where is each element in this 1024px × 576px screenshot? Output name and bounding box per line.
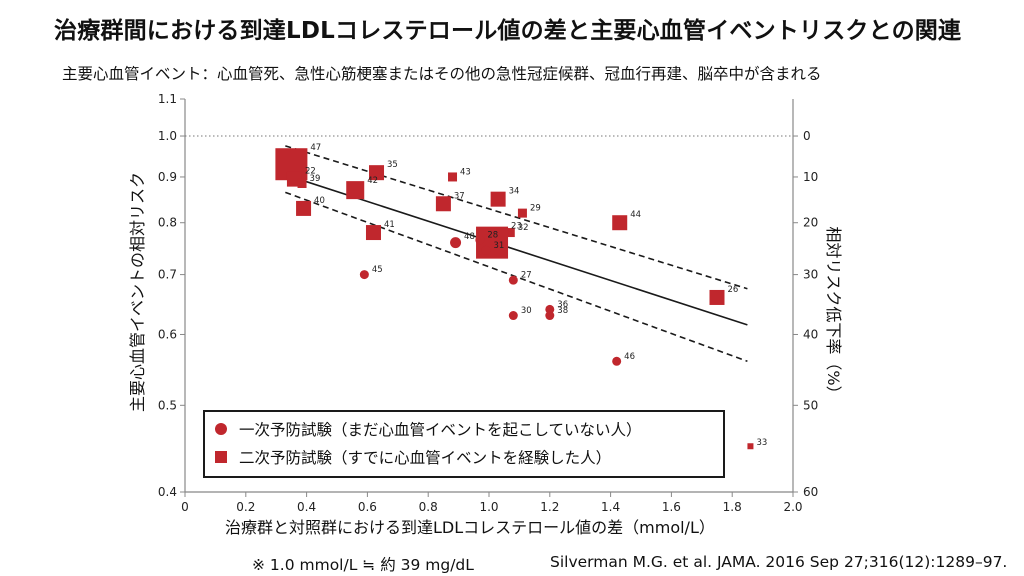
x-tick-label: 1.4 bbox=[601, 500, 620, 514]
point-label-37: 37 bbox=[454, 191, 465, 201]
legend-primary-label: 一次予防試験（まだ心血管イベントを起こしていない人） bbox=[239, 421, 642, 439]
y-right-tick-label: 0 bbox=[803, 129, 811, 143]
regression-line bbox=[285, 174, 748, 326]
data-point-circle-27 bbox=[508, 275, 518, 285]
legend: 一次予防試験（まだ心血管イベントを起こしていない人） 二次予防試験（すでに心血管… bbox=[203, 410, 725, 478]
y-tick-label: 0.5 bbox=[158, 398, 177, 412]
point-label-31: 31 bbox=[493, 241, 504, 251]
ci-lower-line bbox=[285, 191, 748, 363]
chart-title: 治療群間における到達LDLコレステロール値の差と主要心血管イベントリスクとの関連 bbox=[54, 18, 962, 44]
point-label-44: 44 bbox=[630, 210, 641, 220]
point-label-38: 38 bbox=[557, 306, 568, 316]
data-point-square-34 bbox=[490, 191, 506, 207]
point-label-36: 36 bbox=[557, 300, 568, 310]
y-right-tick-label: 10 bbox=[803, 170, 818, 184]
y-right-tick-label: 20 bbox=[803, 216, 818, 230]
data-point-square-39 bbox=[297, 178, 307, 188]
y-axis-right-label: 相対リスク低下率（%） bbox=[824, 226, 843, 401]
data-point-square-26 bbox=[709, 289, 725, 305]
point-label-26: 26 bbox=[728, 285, 739, 295]
x-tick-label: 0.2 bbox=[236, 500, 255, 514]
y-axis-label: 主要心血管イベントの相対リスク bbox=[128, 172, 147, 412]
ci-upper-line bbox=[285, 145, 748, 290]
data-point-square-33 bbox=[747, 443, 754, 450]
axes-group: 0 0.2 0.4 0.6 0.8 1.0 1.2 1.4 1.6 1.8 2.0 0.4 0.5 0.6… bbox=[158, 92, 818, 514]
data-point-square-37 bbox=[435, 196, 451, 212]
data-point-circle-31 bbox=[481, 245, 491, 255]
point-label-47: 47 bbox=[310, 143, 321, 153]
unit-conversion-note: ※ 1.0 mmol/L ≒ 約 39 mg/dL bbox=[252, 556, 474, 574]
point-label-23: 23 bbox=[511, 222, 522, 232]
data-points-group bbox=[275, 148, 754, 450]
x-tick-label: 0 bbox=[181, 500, 189, 514]
y-tick-label: 0.4 bbox=[158, 485, 177, 499]
y-tick-label: 0.7 bbox=[158, 268, 177, 282]
point-label-41: 41 bbox=[384, 220, 395, 230]
point-label-33: 33 bbox=[756, 438, 767, 448]
legend-item-primary: 一次予防試験（まだ心血管イベントを起こしていない人） bbox=[215, 418, 642, 440]
data-point-square-40 bbox=[296, 200, 312, 216]
y-tick-label: 0.9 bbox=[158, 170, 177, 184]
x-tick-label: 0.6 bbox=[358, 500, 377, 514]
point-label-22: 22 bbox=[305, 167, 316, 177]
circle-marker-icon bbox=[215, 423, 227, 435]
x-tick-label: 1.6 bbox=[662, 500, 681, 514]
point-label-29: 29 bbox=[530, 204, 541, 214]
y-tick-label: 0.6 bbox=[158, 327, 177, 341]
point-label-34: 34 bbox=[509, 187, 520, 197]
legend-item-secondary: 二次予防試験（すでに心血管イベントを経験した人） bbox=[215, 446, 611, 468]
data-point-circle-45 bbox=[359, 270, 369, 280]
y-right-tick-label: 30 bbox=[803, 268, 818, 282]
data-point-square-42 bbox=[346, 181, 365, 200]
point-label-42: 42 bbox=[367, 176, 378, 186]
regression-lines-group bbox=[285, 145, 748, 363]
x-tick-label: 1.0 bbox=[479, 500, 498, 514]
x-axis-label: 治療群と対照群における到達LDLコレステロール値の差（mmol/L） bbox=[225, 518, 715, 537]
data-point-circle-30 bbox=[508, 311, 518, 321]
y-right-tick-label: 50 bbox=[803, 398, 818, 412]
data-point-square-29 bbox=[517, 208, 527, 218]
point-label-27: 27 bbox=[521, 271, 532, 281]
chart-subtitle: 主要心血管イベント：心血管死、急性心筋梗塞またはその他の急性冠症候群、冠血行再建… bbox=[62, 65, 822, 83]
point-label-46: 46 bbox=[624, 352, 635, 362]
data-point-circle-28 bbox=[475, 235, 485, 245]
point-label-30: 30 bbox=[521, 306, 532, 316]
data-point-square-32 bbox=[505, 228, 515, 238]
legend-secondary-label: 二次予防試験（すでに心血管イベントを経験した人） bbox=[239, 449, 612, 467]
y-tick-label: 1.1 bbox=[158, 92, 177, 106]
y-right-tick-label: 40 bbox=[803, 327, 818, 341]
data-point-circle-46 bbox=[612, 356, 622, 366]
data-point-square-41 bbox=[365, 225, 381, 241]
point-label-28: 28 bbox=[487, 231, 498, 241]
x-tick-label: 1.2 bbox=[540, 500, 559, 514]
y-tick-label: 0.8 bbox=[158, 216, 177, 230]
y-tick-label: 1.0 bbox=[158, 129, 177, 143]
point-label-40: 40 bbox=[314, 196, 325, 206]
point-label-32: 32 bbox=[518, 223, 529, 233]
square-marker-icon bbox=[215, 451, 227, 463]
data-point-circle-38 bbox=[545, 311, 555, 321]
data-point-square-43 bbox=[448, 172, 458, 182]
data-point-circle-48 bbox=[450, 237, 462, 249]
x-tick-label: 1.8 bbox=[723, 500, 742, 514]
x-tick-label: 0.4 bbox=[297, 500, 316, 514]
data-point-square-35 bbox=[369, 165, 385, 181]
point-label-39: 39 bbox=[310, 174, 321, 184]
point-label-45: 45 bbox=[372, 265, 383, 275]
point-label-43: 43 bbox=[460, 167, 471, 177]
point-label-48: 48 bbox=[464, 232, 475, 242]
y-right-tick-label: 60 bbox=[803, 485, 818, 499]
data-point-square-44 bbox=[612, 215, 628, 231]
point-label-35: 35 bbox=[387, 160, 398, 170]
x-tick-label: 0.8 bbox=[419, 500, 438, 514]
citation: Silverman M.G. et al. JAMA. 2016 Sep 27;… bbox=[550, 553, 1008, 571]
x-tick-label: 2.0 bbox=[783, 500, 802, 514]
